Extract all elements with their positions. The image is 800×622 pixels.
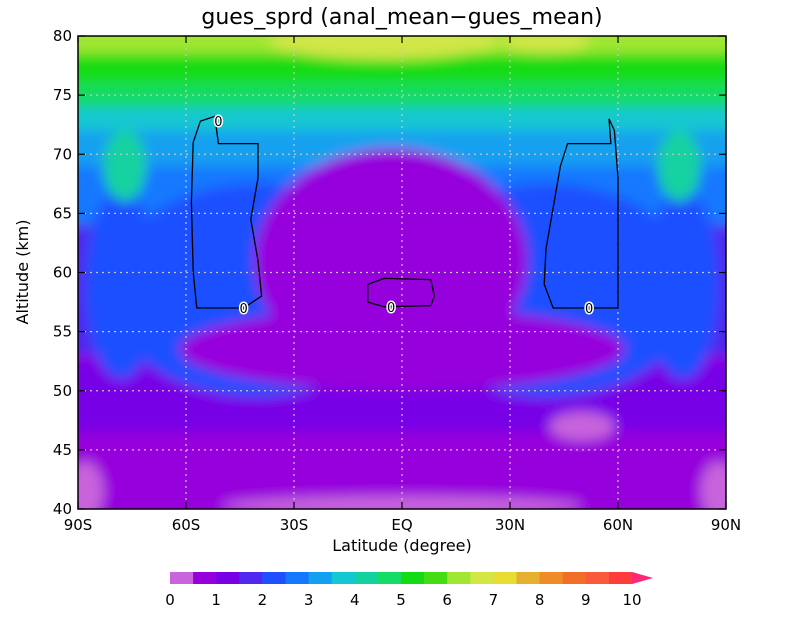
colorbar-label: 3 <box>304 591 314 609</box>
colorbar-label: 1 <box>211 591 221 609</box>
colorbar-swatch <box>193 572 217 584</box>
zero-contour-north <box>543 118 619 309</box>
colorbar-label: 5 <box>396 591 406 609</box>
colorbar-swatch <box>493 572 517 584</box>
x-tick-label: EQ <box>391 516 412 534</box>
x-axis: 90S 60S 30S EQ 30N 60N 90N <box>64 36 741 534</box>
x-tick-label: 30N <box>495 516 525 534</box>
x-tick-label: 60S <box>172 516 201 534</box>
colorbar-swatch <box>424 572 448 584</box>
y-tick-label: 40 <box>53 500 72 518</box>
colorbar-label: 2 <box>258 591 268 609</box>
y-axis: 40 45 50 55 60 65 70 75 80 <box>53 27 726 518</box>
colorbar-swatch <box>308 572 333 584</box>
corner-se <box>700 461 726 509</box>
magenta-patch <box>549 412 615 441</box>
contour-label: 0 <box>387 301 395 316</box>
colorbar-label: 6 <box>442 591 452 609</box>
colorbar-swatch <box>585 572 610 584</box>
y-tick-label: 50 <box>53 382 72 400</box>
y-tick-label: 80 <box>53 27 72 45</box>
zero-contour-south <box>190 115 263 309</box>
y-axis-label: Altitude (km) <box>13 220 32 325</box>
colorbar-swatch <box>239 572 263 584</box>
colorbar-swatch <box>170 572 194 584</box>
colorbar-extend-arrow <box>632 572 653 584</box>
colorbar-swatch <box>401 572 425 584</box>
colorbar-swatch <box>354 572 379 584</box>
north-edge-blue <box>646 189 719 379</box>
zero-contour: 0 0 0 0 <box>190 114 619 318</box>
zero-contour-equator <box>367 277 436 308</box>
y-tick-label: 45 <box>53 441 72 459</box>
x-tick-label: 60N <box>603 516 633 534</box>
y-tick-label: 60 <box>53 264 72 282</box>
colorbar-swatch <box>470 572 494 584</box>
colorbar-swatch <box>216 572 240 584</box>
colorbar-swatch <box>285 572 310 584</box>
contour-label: 0 <box>239 302 247 317</box>
contour-label: 0 <box>214 115 222 130</box>
colorbar-swatch <box>262 572 286 584</box>
y-tick-label: 65 <box>53 204 72 222</box>
contour-label: 0 <box>585 302 593 317</box>
colorbar-label: 4 <box>350 591 360 609</box>
colorbar-swatch <box>516 572 541 584</box>
colorbar-label: 9 <box>581 591 591 609</box>
colorbar-label: 10 <box>622 591 641 609</box>
colorbar-swatch <box>377 572 402 584</box>
y-tick-label: 55 <box>53 323 72 341</box>
colorbar-label: 0 <box>165 591 175 609</box>
x-tick-label: 90S <box>64 516 93 534</box>
colorbar-swatch <box>447 572 471 584</box>
colorbar: 0 1 2 3 4 5 6 7 8 9 10 <box>165 572 653 609</box>
x-tick-label: 90N <box>711 516 741 534</box>
colorbar-label: 8 <box>535 591 545 609</box>
colorbar-swatch <box>539 572 564 584</box>
colorbar-swatch <box>562 572 587 584</box>
y-tick-label: 70 <box>53 145 72 163</box>
top-yellow-north <box>502 36 590 54</box>
south-edge-blue <box>85 189 158 379</box>
x-tick-label: 30S <box>280 516 309 534</box>
x-axis-label: Latitude (degree) <box>332 536 472 555</box>
y-tick-label: 75 <box>53 86 72 104</box>
north-green-spot <box>657 130 701 202</box>
south-green-spot <box>103 130 147 202</box>
corner-sw <box>78 461 104 509</box>
colorbar-swatch <box>331 572 356 584</box>
colorbar-swatch <box>608 572 633 584</box>
top-yellow <box>268 36 500 60</box>
colorbar-label: 7 <box>489 591 499 609</box>
chart-title: gues_sprd (anal_mean−gues_mean) <box>201 5 602 30</box>
